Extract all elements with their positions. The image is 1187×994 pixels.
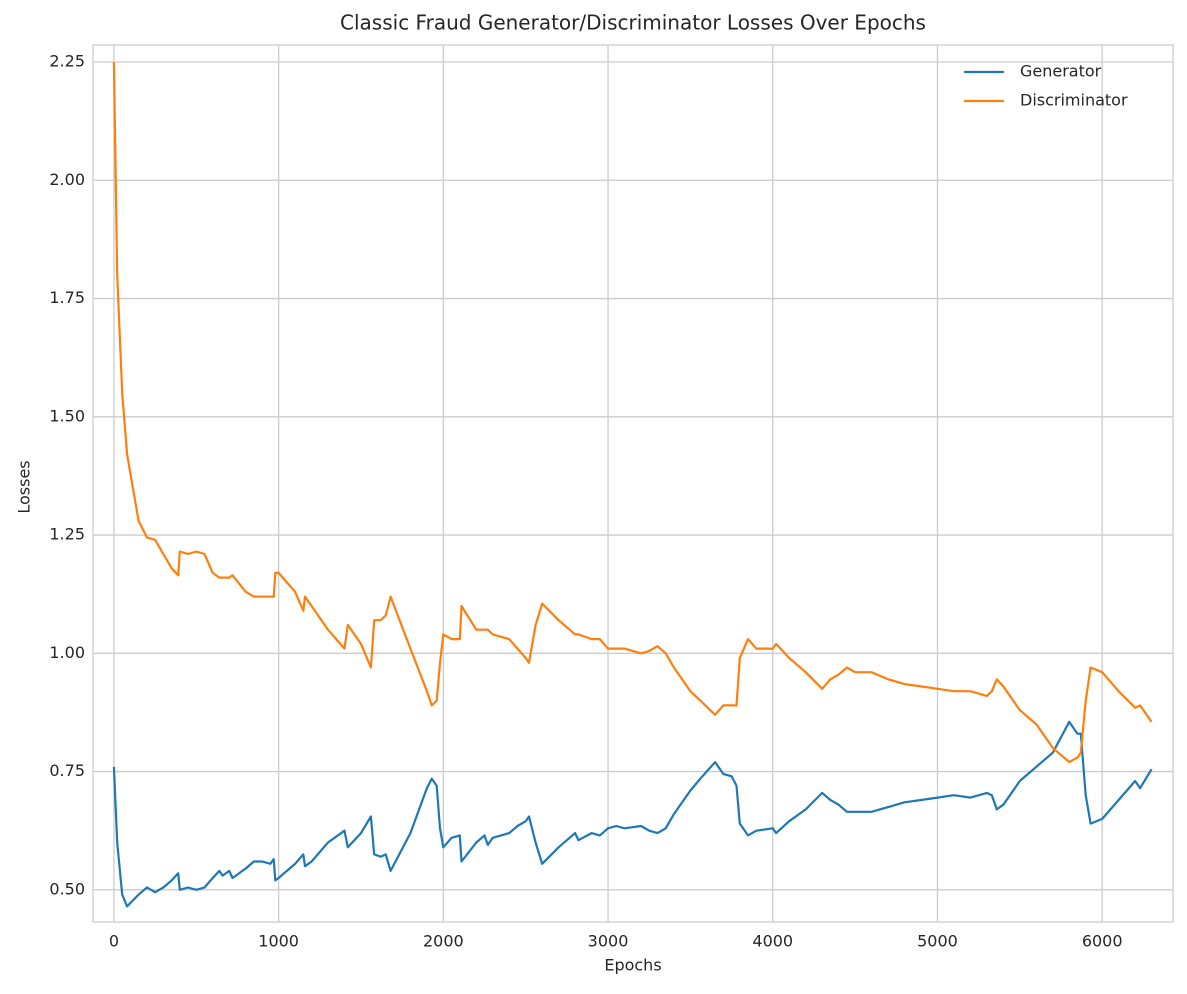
y-tick-label: 1.00 (49, 643, 85, 662)
y-tick-label: 1.75 (49, 288, 85, 307)
x-tick-label: 3000 (588, 932, 629, 951)
x-axis-label: Epochs (604, 956, 661, 975)
x-tick-label: 6000 (1082, 932, 1123, 951)
y-tick-label: 0.50 (49, 879, 85, 898)
y-tick-label: 2.25 (49, 52, 85, 71)
x-tick-label: 2000 (423, 932, 464, 951)
y-tick-label: 2.00 (49, 170, 85, 189)
x-tick-label: 0 (109, 932, 119, 951)
y-axis-label: Losses (15, 460, 34, 513)
x-tick-label: 1000 (258, 932, 299, 951)
y-tick-label: 1.50 (49, 406, 85, 425)
y-tick-label: 1.25 (49, 525, 85, 544)
x-tick-label: 4000 (752, 932, 793, 951)
chart-title: Classic Fraud Generator/Discriminator Lo… (340, 11, 926, 35)
plot-frame (92, 44, 1174, 923)
line-series (112, 61, 1153, 764)
line-series (112, 720, 1153, 908)
x-tick-label: 5000 (917, 932, 958, 951)
legend-label: Discriminator (1020, 91, 1128, 110)
y-tick-label: 0.75 (49, 761, 85, 780)
legend-label: Generator (1020, 62, 1102, 81)
